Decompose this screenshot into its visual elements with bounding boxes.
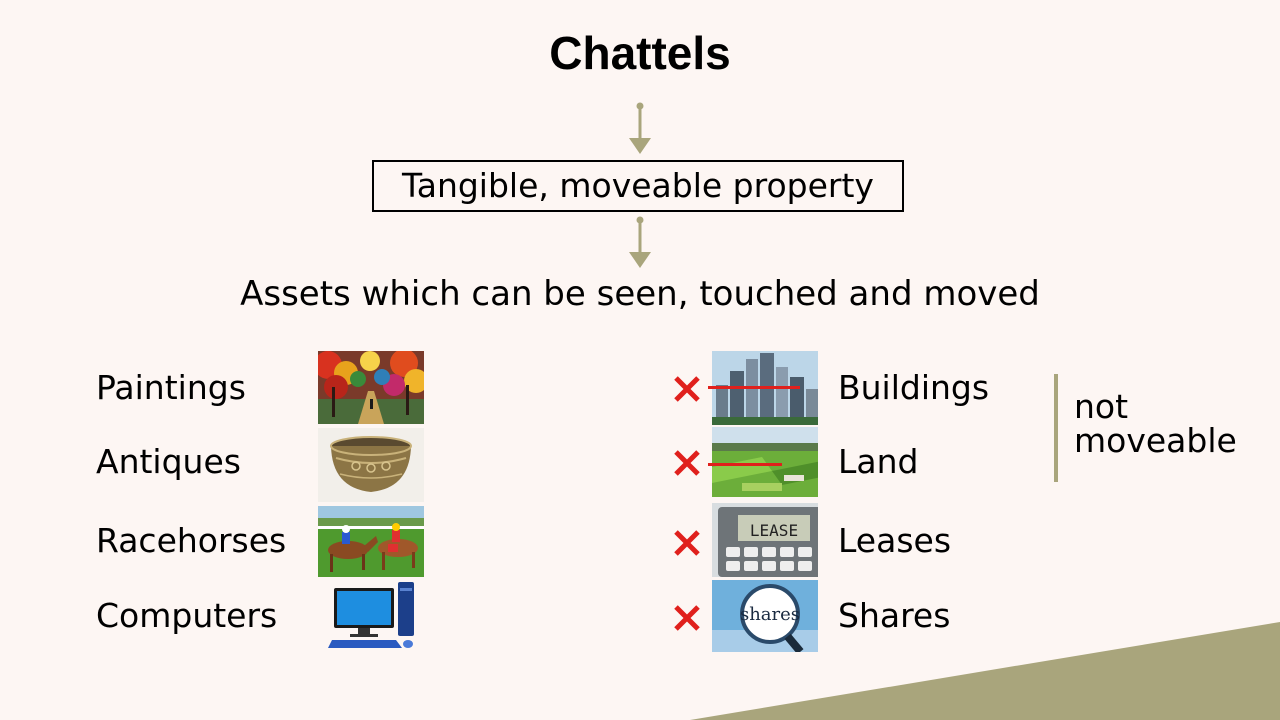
list-item-buildings: Buildings	[838, 368, 990, 407]
racehorses-image	[318, 506, 424, 577]
list-item-shares: Shares	[838, 596, 951, 635]
cross-icon	[674, 376, 700, 402]
land-image	[712, 427, 818, 497]
strikethrough-line	[708, 386, 800, 389]
painting-image	[318, 351, 424, 424]
list-item-paintings: Paintings	[96, 368, 246, 407]
bracket-line	[1054, 374, 1058, 482]
cross-icon	[674, 530, 700, 556]
note-line-1: not	[1074, 387, 1129, 426]
computer-image	[318, 578, 424, 652]
down-arrow-icon	[629, 216, 651, 268]
definition-box: Tangible, moveable property	[372, 160, 904, 212]
strikethrough-line	[708, 463, 782, 466]
list-item-computers: Computers	[96, 596, 278, 635]
down-arrow-icon	[629, 102, 651, 154]
lease-calculator-image: LEASE	[712, 503, 818, 577]
note-line-2: moveable	[1074, 421, 1237, 460]
cross-icon	[674, 605, 700, 631]
antique-bowl-image	[318, 428, 424, 502]
list-item-land: Land	[838, 442, 919, 481]
lease-image-text: LEASE	[750, 521, 798, 540]
list-item-racehorses: Racehorses	[96, 521, 287, 560]
shares-image-text: shares	[740, 604, 800, 625]
explanation-text: Assets which can be seen, touched and mo…	[240, 274, 1040, 314]
shares-magnifier-image: shares	[712, 580, 818, 652]
list-item-leases: Leases	[838, 521, 952, 560]
list-item-antiques: Antiques	[96, 442, 241, 481]
page-title: Chattels	[549, 27, 731, 79]
cross-icon	[674, 450, 700, 476]
not-moveable-note: not moveable	[1074, 390, 1237, 458]
